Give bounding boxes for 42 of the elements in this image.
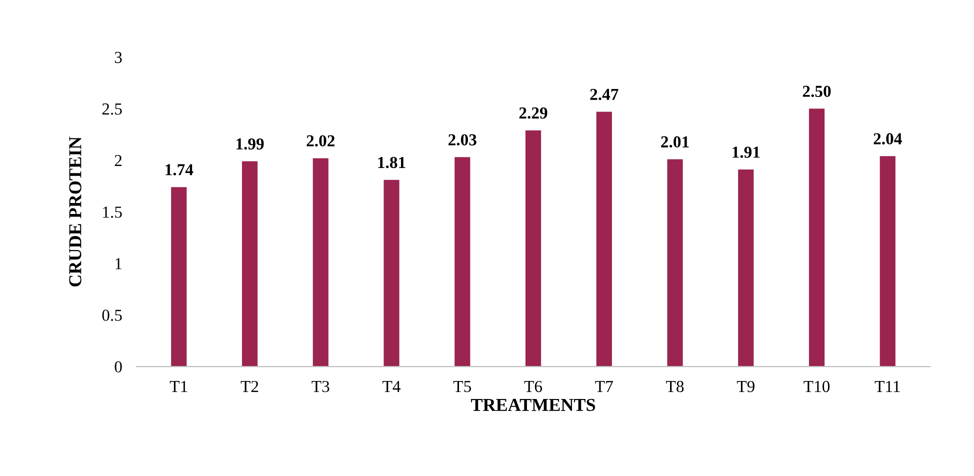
data-label: 1.91 <box>732 146 760 158</box>
bar <box>242 161 258 367</box>
y-tick-label: 1 <box>116 258 122 270</box>
data-label: 1.99 <box>236 138 264 150</box>
y-tick-label: 2.5 <box>102 103 122 115</box>
x-axis-title: TREATMENTS <box>471 398 596 412</box>
x-tick-label: T2 <box>240 380 258 392</box>
bar <box>312 158 328 367</box>
bar <box>525 130 542 367</box>
y-tick-label: 2 <box>114 155 122 166</box>
bar <box>596 112 612 367</box>
x-tick-label: T10 <box>804 380 830 392</box>
x-tick-label: T9 <box>736 380 754 392</box>
data-label: 2.01 <box>661 136 689 148</box>
bar <box>808 108 825 367</box>
bar <box>384 180 400 367</box>
x-tick-label: T3 <box>312 380 330 392</box>
data-label: 1.81 <box>378 156 406 168</box>
data-label: 2.02 <box>306 135 335 147</box>
y-tick-label: 3 <box>114 52 122 64</box>
data-label: 2.04 <box>874 133 902 144</box>
y-tick-label: 1.5 <box>103 206 122 218</box>
x-tick-label: T5 <box>453 381 471 392</box>
y-tick-label: 0 <box>114 361 122 372</box>
bar <box>738 170 754 367</box>
bar <box>667 159 683 367</box>
bar <box>454 157 470 367</box>
bar <box>880 156 896 367</box>
data-label: 2.50 <box>802 86 831 98</box>
data-label: 2.47 <box>590 88 618 100</box>
x-tick-label: T4 <box>382 381 401 392</box>
x-tick-label: T1 <box>170 380 188 392</box>
data-label: 1.74 <box>166 164 194 176</box>
x-tick-label: T11 <box>874 380 900 392</box>
y-axis-title: CRUDE PROTEIN <box>69 136 82 286</box>
data-label: 2.03 <box>448 134 476 146</box>
data-label: 2.29 <box>519 107 548 119</box>
y-tick-label: 0.5 <box>102 310 122 321</box>
x-tick-label: T8 <box>666 380 684 392</box>
x-tick-label: T7 <box>595 381 613 392</box>
bar <box>171 187 187 367</box>
x-tick-label: T6 <box>524 380 542 392</box>
